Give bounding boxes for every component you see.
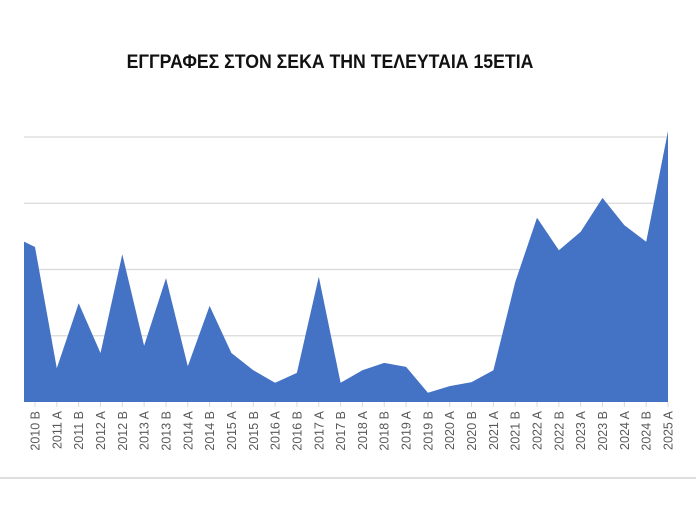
x-tick-label: 2023 A (574, 410, 588, 450)
x-tick-label: 2014 B (203, 411, 217, 451)
x-tick-label: 2011 B (72, 411, 86, 450)
x-tick-label: 2020 A (443, 410, 457, 450)
chart-title: ΕΓΓΡΑΦΕΣ ΣΤΟΝ ΣΕΚΑ ΤΗΝ ΤΕΛΕΥΤΑΙΑ 15ΕΤΙΑ (126, 52, 534, 73)
x-tick-label: 2024 A (618, 410, 632, 450)
x-tick-label: 2010 B (29, 411, 43, 451)
x-tick-label: 2021 B (509, 411, 523, 451)
x-tick-label: 2011 A (50, 410, 64, 449)
x-tick-label: 2024 B (640, 411, 654, 451)
x-tick-label: 2016 A (269, 410, 283, 450)
x-tick-label: 2014 A (181, 410, 195, 450)
x-tick-label: 2025 A (662, 410, 676, 450)
x-tick-label: 2022 A (531, 410, 545, 450)
x-tick-label: 2018 B (378, 411, 392, 451)
x-tick-label: 2018 A (356, 410, 370, 450)
x-tick-label: 2019 B (421, 411, 435, 451)
x-tick-label: 2016 B (290, 411, 304, 451)
x-tick-label: 2017 B (334, 411, 348, 451)
x-tick-label: 2017 A (312, 410, 326, 450)
x-tick-label: 2015 B (247, 411, 261, 451)
x-tick-label: 2019 A (400, 410, 414, 450)
x-tick-label: 2020 B (465, 411, 479, 451)
x-tick-label: 2015 A (225, 410, 239, 450)
x-tick-label: 2013 A (138, 410, 152, 450)
x-axis: 2010 B 2011 A 2011 B 2012 A 2012 B 2013 A 2013… (29, 402, 676, 451)
x-tick-label: 2013 B (159, 411, 173, 451)
x-tick-label: 2012 A (94, 410, 108, 450)
area-series (24, 131, 668, 402)
x-tick-label: 2012 B (116, 411, 130, 451)
x-tick-label: 2021 A (487, 410, 501, 450)
x-tick-label: 2023 B (596, 411, 610, 451)
x-tick-label: 2022 B (552, 411, 566, 451)
